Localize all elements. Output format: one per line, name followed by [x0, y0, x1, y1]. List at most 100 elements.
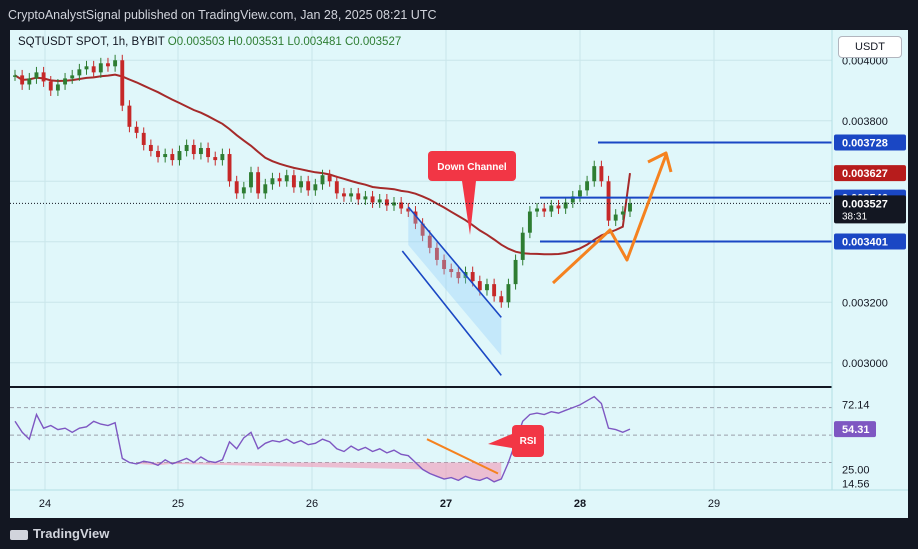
candle-body — [270, 178, 275, 185]
chart-area[interactable]: Down Channel RSI 0.004000 0.003800 0.00320… — [10, 30, 908, 518]
candle — [113, 54, 118, 72]
symbol-legend: SQTUSDT SPOT, 1h, BYBIT O0.003503 H0.003… — [18, 36, 401, 48]
price-tag-value: 0.003527 — [842, 198, 888, 210]
candle — [599, 160, 604, 187]
candle-body — [470, 272, 475, 282]
candle-body — [499, 296, 504, 303]
candle-body — [606, 181, 611, 221]
price-tick-label: 0.004000 — [842, 55, 888, 67]
candle-body — [20, 75, 25, 85]
candle-body — [241, 187, 246, 194]
candle-body — [227, 154, 232, 182]
candle — [342, 187, 346, 202]
candle-body — [485, 284, 489, 291]
candle-body — [320, 175, 325, 185]
candle — [127, 100, 132, 133]
tradingview-logo[interactable]: TradingView — [10, 526, 109, 541]
channel-upper-line — [407, 206, 502, 318]
candle — [370, 190, 375, 208]
candle-body — [420, 223, 425, 236]
candle — [198, 142, 203, 160]
candle-body — [113, 60, 118, 67]
candle — [535, 203, 539, 217]
candle-body — [456, 272, 461, 279]
candle — [606, 175, 611, 227]
candle — [620, 206, 625, 220]
candle-body — [249, 172, 253, 188]
candle-body — [370, 196, 375, 203]
candle — [420, 218, 425, 242]
candle — [456, 266, 461, 284]
candle — [585, 175, 590, 196]
open-value: 0.003503 — [176, 36, 225, 48]
candle — [270, 172, 275, 190]
candle — [427, 230, 432, 254]
candle-body — [191, 144, 196, 155]
candle-body — [628, 203, 632, 212]
candle-body — [384, 199, 389, 206]
chart-svg[interactable]: Down Channel RSI 0.004000 0.003800 0.00320… — [10, 30, 908, 518]
publish-header-text: CryptoAnalystSignal published on Trading… — [8, 8, 437, 22]
candle-body — [91, 66, 96, 73]
candle — [527, 206, 532, 239]
candle — [263, 178, 268, 199]
candle — [120, 54, 125, 112]
candle — [628, 197, 632, 217]
candle-body — [198, 147, 203, 155]
candle — [556, 200, 561, 214]
candle-body — [156, 151, 160, 158]
candle — [485, 278, 489, 296]
moving-average-line — [14, 73, 631, 256]
candle — [291, 169, 296, 193]
candle-body — [98, 63, 103, 73]
time-tick-label: 24 — [39, 498, 51, 510]
candle-body — [220, 154, 225, 161]
candle-body — [27, 78, 32, 85]
candle-body — [234, 181, 239, 194]
candle-body — [291, 175, 296, 188]
down-channel-label: Down Channel — [437, 162, 507, 173]
candle-body — [413, 211, 418, 224]
candle — [306, 175, 311, 196]
rsi-tick-label: 14.56 — [842, 479, 870, 491]
candle-body — [349, 193, 354, 197]
candle — [506, 278, 511, 308]
candle-body — [392, 202, 396, 206]
close-label: C — [344, 36, 354, 48]
candle — [55, 79, 60, 96]
grid-layer — [10, 30, 908, 490]
tradingview-logo-icon — [10, 529, 28, 540]
drawings-layer: Down Channel — [10, 141, 832, 376]
candle — [334, 175, 339, 199]
candle-body — [599, 166, 604, 182]
candle — [442, 254, 447, 275]
candle — [284, 169, 289, 187]
candle — [613, 209, 618, 227]
projection-arrow-head — [647, 151, 673, 173]
candle-body — [434, 247, 439, 260]
candle-body — [55, 84, 60, 91]
candle — [577, 184, 582, 202]
candle — [177, 145, 182, 166]
candle-body — [299, 181, 303, 188]
candle — [327, 169, 332, 187]
candle — [392, 197, 396, 211]
candle — [542, 203, 547, 217]
time-tick-label: 29 — [708, 498, 720, 510]
time-tick-label: 28 — [574, 498, 586, 510]
projection-arrow-line — [551, 154, 668, 285]
candle-body — [513, 259, 518, 285]
candle-body — [520, 232, 525, 260]
candle-body — [170, 154, 175, 161]
candle — [313, 178, 318, 196]
candle — [256, 166, 261, 199]
candle — [499, 290, 504, 308]
candle — [48, 75, 53, 96]
currency-button[interactable]: USDT — [838, 36, 902, 58]
candle-body — [506, 284, 511, 303]
price-tag-countdown: 38:31 — [842, 211, 867, 222]
price-tag-bg — [834, 165, 906, 182]
rsi-callout: RSI — [488, 425, 544, 457]
price-tag: 0.003401 — [834, 233, 906, 250]
price-tick-label: 0.003000 — [842, 358, 888, 370]
